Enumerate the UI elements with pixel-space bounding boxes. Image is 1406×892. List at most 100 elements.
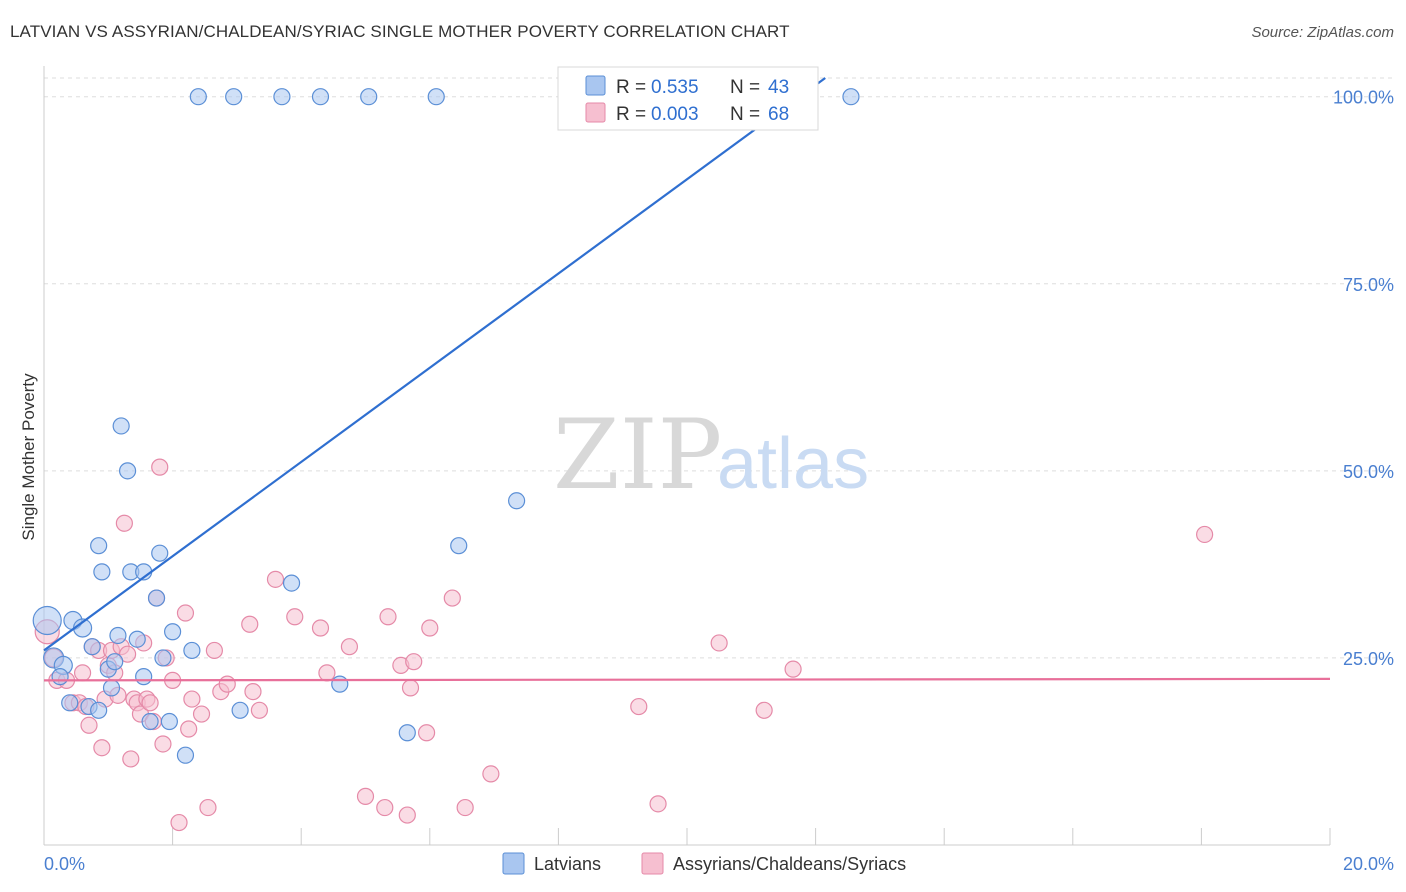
axes [43,66,1331,846]
chart-title: LATVIAN VS ASSYRIAN/CHALDEAN/SYRIAC SING… [10,22,790,41]
point-assyrians-64 [710,634,728,652]
point-latvians-7 [83,638,101,656]
point-latvians-35 [398,724,416,742]
point-assyrians-55 [401,679,420,697]
point-assyrians-45 [266,570,285,588]
point-latvians-11 [102,679,121,697]
point-latvians-0 [32,605,62,636]
point-latvians-16 [128,630,146,648]
point-assyrians-54 [398,806,416,824]
point-assyrians-18 [115,514,133,532]
point-latvians-24 [164,623,182,641]
point-latvians-6 [90,701,108,719]
point-assyrians-41 [218,675,236,693]
point-assyrians-38 [199,798,217,817]
point-assyrians-43 [244,682,262,701]
y-tick-label-0: 25.0% [1343,649,1394,669]
point-latvians-33 [331,675,349,693]
point-latvians-8 [90,537,108,555]
point-assyrians-42 [241,615,259,633]
point-assyrians-33 [170,813,188,832]
legend-r-label-assyrians: R = [616,104,651,125]
bottom-legend-label-latvians: Latvians [534,854,601,874]
point-latvians-36 [427,88,445,106]
point-assyrians-8 [80,716,98,734]
legend-n-label-latvians: N = [730,77,765,98]
point-latvians-9 [93,563,111,581]
point-assyrians-58 [421,619,439,637]
point-assyrians-56 [405,653,423,671]
bottom-legend-label-assyrians: Assyrians/Chaldeans/Syriacs [673,854,906,874]
point-latvians-13 [112,417,130,435]
point-assyrians-29 [151,458,169,476]
point-assyrians-50 [356,787,375,805]
point-latvians-19 [141,712,159,731]
point-assyrians-46 [286,608,304,626]
point-latvians-18 [135,668,153,686]
x-tick-label-0: 0.0% [44,854,85,874]
point-assyrians-48 [318,664,336,682]
point-latvians-27 [189,88,207,106]
point-assyrians-49 [340,638,359,656]
point-latvians-25 [176,746,195,764]
point-assyrians-34 [176,604,195,622]
point-latvians-23 [160,712,178,731]
point-assyrians-65 [755,701,773,719]
point-assyrians-63 [649,795,667,813]
point-assyrians-47 [311,619,330,637]
point-assyrians-44 [250,701,269,719]
watermark-zip: ZIP [553,399,722,511]
point-latvians-29 [231,701,249,719]
point-assyrians-62 [630,697,648,716]
point-assyrians-61 [482,765,500,783]
legend-r-value-assyrians: 0.003 [651,104,699,125]
grid-lines [44,77,1394,659]
y-axis-label: Single Mother Poverty [19,373,38,541]
point-assyrians-59 [443,589,461,607]
x-tick-label-1: 20.0% [1343,854,1394,874]
series-latvians-points [32,88,860,764]
point-latvians-22 [154,649,172,667]
point-assyrians-67 [1196,525,1214,544]
point-assyrians-19 [118,645,137,663]
point-latvians-20 [147,589,166,607]
y-tick-labels: 25.0% 50.0% 75.0% 100.0% [1333,88,1394,669]
watermark: ZIP atlas [553,399,869,511]
point-latvians-39 [842,88,860,106]
y-tick-label-2: 75.0% [1343,275,1394,295]
legend-swatch-latvians [585,75,606,96]
point-assyrians-51 [376,798,394,817]
point-assyrians-26 [141,694,159,712]
point-assyrians-57 [417,724,436,742]
point-latvians-34 [360,88,378,106]
point-latvians-40 [51,668,69,686]
point-latvians-26 [183,641,201,660]
point-assyrians-60 [456,798,474,817]
bottom-legend-swatch-latvians [502,852,525,875]
point-assyrians-52 [379,608,397,626]
point-assyrians-36 [183,690,201,708]
point-assyrians-37 [192,705,211,723]
bottom-legend-swatch-assyrians [641,852,664,875]
point-latvians-42 [106,653,124,671]
point-latvians-31 [282,574,301,592]
trend-line-latvians [43,77,826,652]
watermark-atlas: atlas [717,424,869,504]
chart-source: Source: ZipAtlas.com [1251,24,1394,41]
point-latvians-14 [118,462,137,480]
y-tick-label-3: 100.0% [1333,88,1394,108]
legend-r-label-latvians: R = [616,77,651,98]
point-latvians-30 [273,88,291,106]
legend-swatch-assyrians [585,102,606,123]
point-assyrians-6 [73,664,92,682]
point-assyrians-11 [93,739,111,757]
point-assyrians-30 [154,735,172,753]
trend-line-assyrians [43,677,1331,682]
point-assyrians-39 [205,641,223,660]
legend-n-label-assyrians: N = [730,104,765,125]
legend: R = 0.535 N = 43 R = 0.003 N = 68 [557,66,819,131]
legend-n-value-assyrians: 68 [768,104,789,125]
legend-r-value-latvians: 0.535 [651,77,699,98]
point-latvians-38 [508,492,526,510]
series-assyrians-points [34,458,1214,832]
